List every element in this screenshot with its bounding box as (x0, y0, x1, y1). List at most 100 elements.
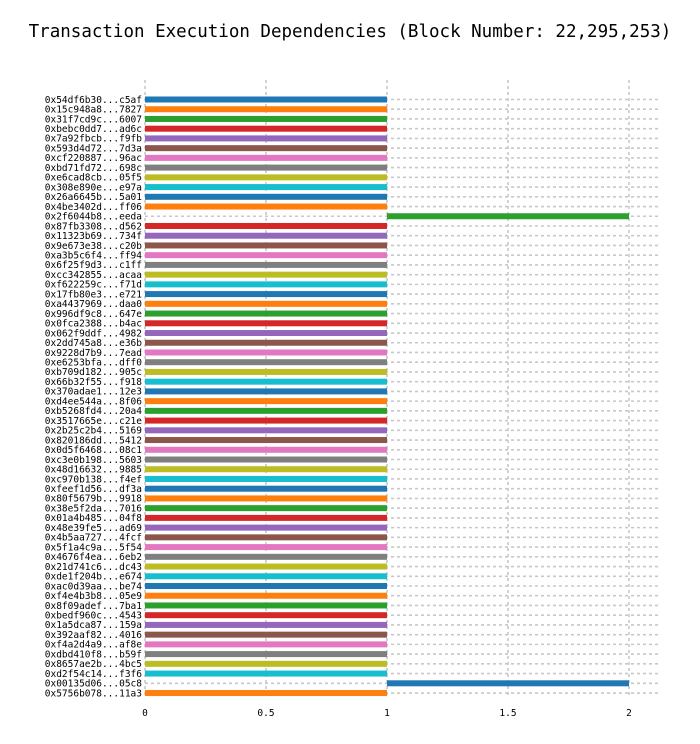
y-tick-label: 0x062f9ddf...4982 (45, 328, 142, 339)
y-tick-label: 0x31f7cd9c...6007 (45, 114, 142, 125)
bar (145, 310, 387, 317)
y-tick-label: 0x21d741c6...dc43 (45, 562, 142, 573)
bar (145, 349, 387, 356)
y-tick-label: 0xf4a2d4a9...af8e (45, 640, 143, 651)
bar (145, 378, 387, 385)
bar (145, 203, 387, 210)
y-tick-label: 0xa3b5c6f4...ff94 (45, 250, 143, 261)
bar (145, 485, 387, 492)
y-tick-label: 0x4676f4ea...6eb2 (45, 552, 142, 563)
bar (145, 544, 387, 551)
y-tick-label: 0xcc342855...acaa (45, 270, 142, 281)
y-tick-label: 0xe6cad8cb...05f5 (45, 173, 142, 184)
bar (145, 174, 387, 181)
y-tick-label: 0x5756b078...11a3 (45, 688, 142, 699)
bar (145, 242, 387, 249)
bar (145, 592, 387, 599)
bar (145, 252, 387, 259)
y-tick-label: 0xfeef1d56...df3a (45, 484, 142, 495)
y-tick-label: 0xf622259c...f71d (45, 280, 142, 291)
x-tick-labels: 0 0.5 1 1.5 2 (142, 708, 632, 719)
y-tick-label: 0x26a6645b...5a01 (45, 192, 143, 203)
y-tick-label: 0x48d16632...9885 (45, 465, 142, 476)
y-tick-label: 0xb5268fd4...20a4 (45, 406, 143, 417)
bar (145, 115, 387, 122)
y-tick-label: 0x308e890e...e97a (45, 182, 142, 193)
y-tick-label: 0xf4e4b3b8...05e9 (45, 591, 143, 602)
y-tick-label: 0x11323b69...734f (45, 231, 142, 242)
bar (145, 281, 387, 288)
bar (145, 602, 387, 609)
y-tick-label: 0x996df9c8...647e (45, 309, 143, 320)
y-tick-label: 0x3517665e...c21e (45, 416, 143, 427)
y-tick-label: 0x00135d06...05c8 (45, 679, 143, 690)
bar (145, 446, 387, 453)
y-tick-label: 0x54df6b30...c5af (45, 95, 142, 106)
y-tick-label: 0xde1f204b...e674 (45, 572, 143, 583)
y-tick-label: 0x2f6044b8...eeda (45, 212, 142, 223)
y-tick-label: 0x593d4d72...7d3a (45, 143, 142, 154)
bar (145, 427, 387, 434)
bar (145, 466, 387, 473)
x-tick-label: 0 (142, 708, 148, 719)
y-tick-label: 0x87fb3308...d562 (45, 221, 142, 232)
y-tick-label: 0x4b5aa727...4fcf (45, 533, 142, 544)
bar (145, 437, 387, 444)
bar (145, 339, 387, 346)
bar (145, 631, 387, 638)
y-tick-label: 0x6f25f9d3...c1ff (45, 260, 142, 271)
bar (145, 495, 387, 502)
bar (145, 368, 387, 375)
x-tick-label: 1.5 (499, 708, 516, 719)
y-tick-label: 0x2dd745a8...e36b (45, 338, 143, 349)
y-tick-label: 0x0d5f6468...08c1 (45, 445, 143, 456)
bar (145, 320, 387, 327)
bar (145, 573, 387, 580)
bar (145, 670, 387, 677)
bar (145, 563, 387, 570)
bar (145, 125, 387, 132)
y-tick-label: 0x48e39fe5...ad69 (45, 523, 143, 534)
x-tick-label: 1 (384, 708, 390, 719)
bar (145, 456, 387, 463)
y-tick-label: 0xc3e0b198...5603 (45, 455, 142, 466)
y-tick-label: 0x80f5679b...9918 (45, 494, 143, 505)
bar (145, 330, 387, 337)
y-tick-label: 0x9e673e38...c20b (45, 241, 143, 252)
bar (145, 398, 387, 405)
y-tick-label: 0xbedf960c...4543 (45, 610, 142, 621)
bar (145, 690, 387, 697)
y-tick-label: 0xac0d39aa...be74 (45, 581, 143, 592)
y-tick-label: 0xbd71fd72...698c (45, 163, 142, 174)
y-tick-label: 0xb709d182...905c (45, 367, 142, 378)
bar (145, 271, 387, 278)
y-tick-label: 0x2b25c2b4...5169 (45, 426, 143, 437)
y-tick-label: 0x392aaf82...4016 (45, 630, 143, 641)
bar (145, 505, 387, 512)
bar (145, 135, 387, 142)
bar (145, 475, 387, 482)
bar (145, 583, 387, 589)
bar (145, 417, 387, 424)
y-tick-label: 0x9228d7b9...7ead (45, 348, 142, 359)
y-tick-label: 0x17fb80e3...e721 (45, 289, 143, 300)
y-tick-label: 0x4be3402d...ff06 (45, 202, 143, 213)
y-tick-label: 0xcf220887...96ac (45, 153, 142, 164)
bar (145, 359, 387, 366)
bar (145, 612, 387, 619)
y-tick-label: 0xd4ee544a...8f06 (45, 396, 143, 407)
y-tick-label: 0xd2f54c14...f3f6 (45, 669, 143, 680)
y-tick-label: 0xc970b138...f4ef (45, 474, 142, 485)
bar (145, 222, 387, 229)
y-tick-label: 0x1a5dca87...159a (45, 620, 142, 631)
y-tick-label: 0x820186dd...5412 (45, 435, 142, 446)
bar (145, 407, 387, 414)
bar (145, 291, 387, 298)
y-tick-label: 0x8657ae2b...4bc5 (45, 659, 142, 670)
bar (145, 641, 387, 648)
bar (145, 96, 387, 103)
y-tick-label: 0x7a92fbcb...f9fb (45, 134, 143, 145)
bar (145, 553, 387, 560)
bar (145, 660, 387, 667)
x-tick-label: 2 (626, 708, 632, 719)
